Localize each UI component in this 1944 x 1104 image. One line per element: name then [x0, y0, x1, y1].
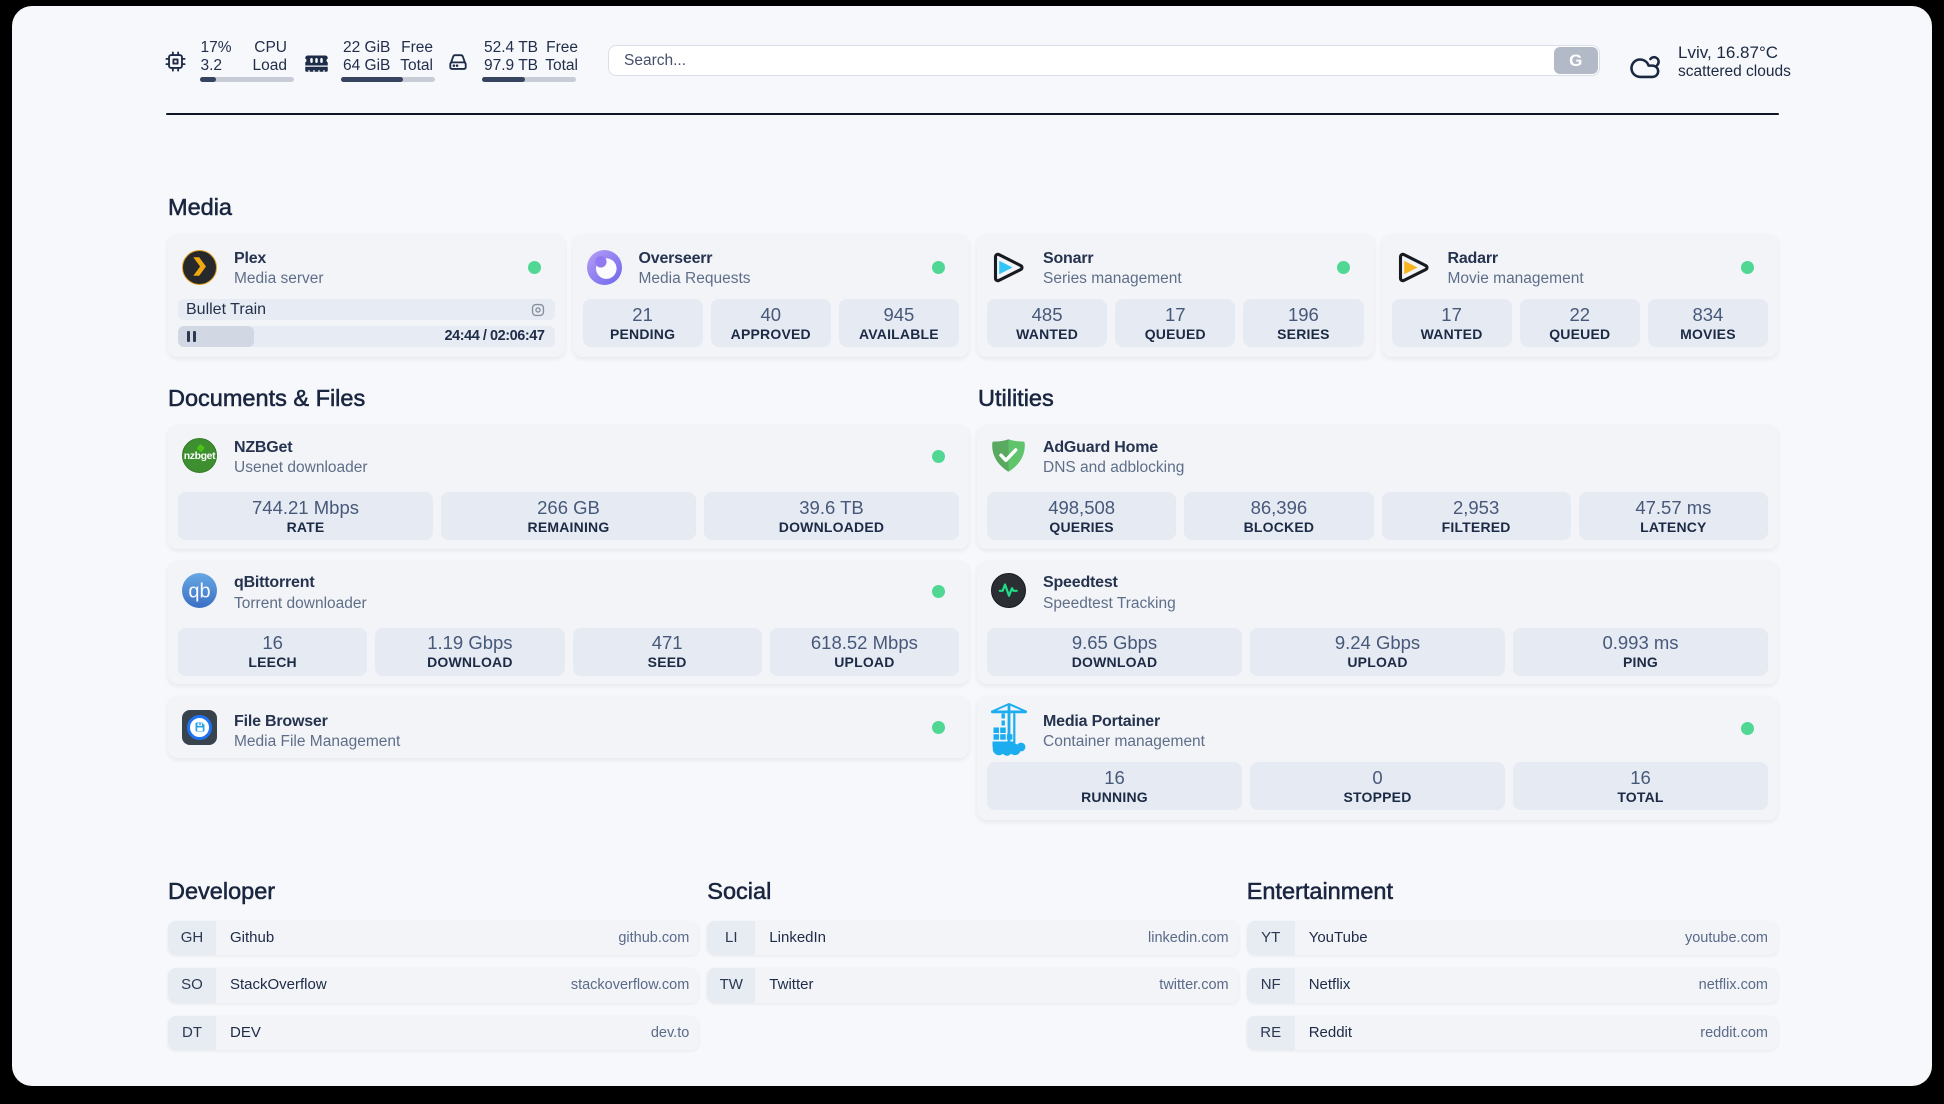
svg-text:qb: qb — [188, 581, 210, 603]
